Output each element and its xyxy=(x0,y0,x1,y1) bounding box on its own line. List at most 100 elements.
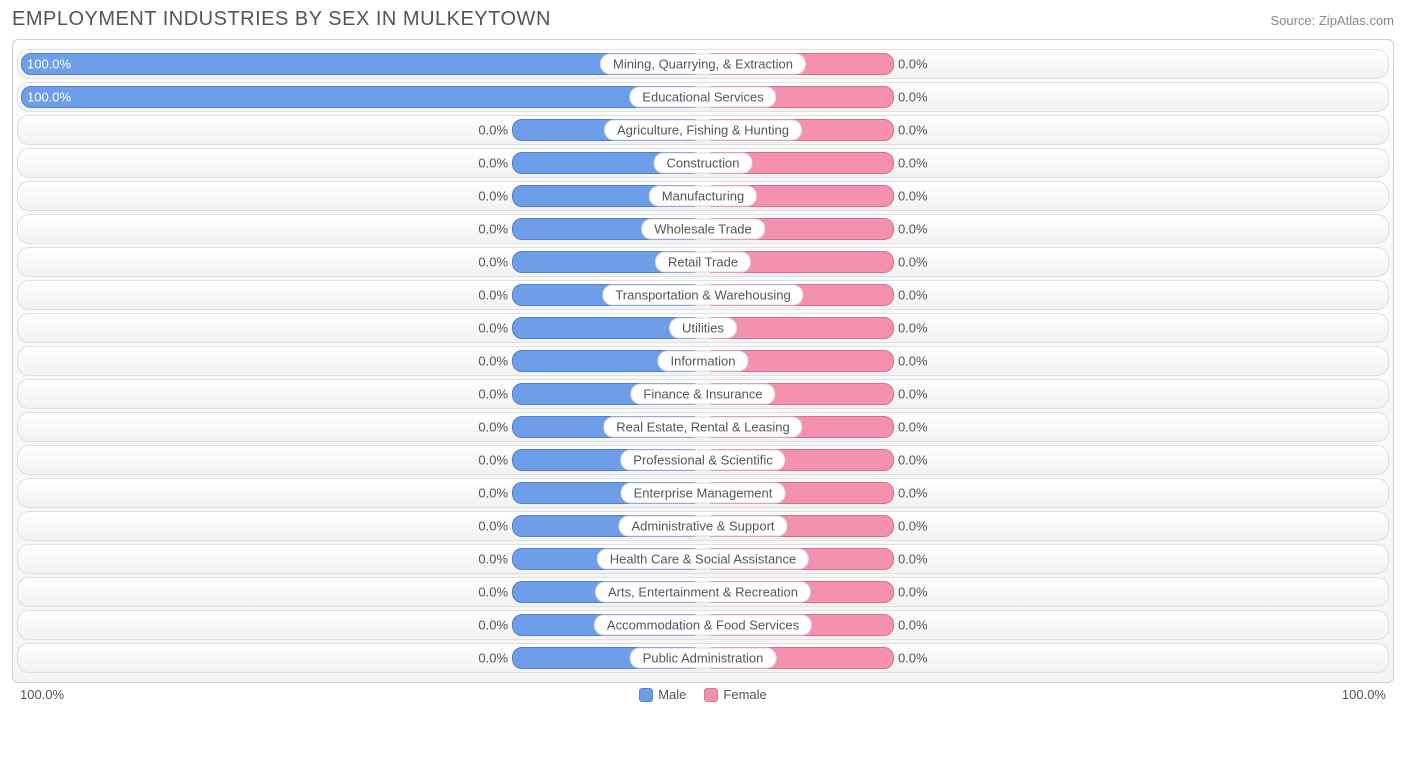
chart-row: Wholesale Trade0.0%0.0% xyxy=(17,214,1389,244)
male-pct: 0.0% xyxy=(478,354,508,369)
chart-row-inner: Educational Services 100.0% 0.0% xyxy=(21,86,1385,108)
axis-left-label: 100.0% xyxy=(20,687,64,702)
female-pct: 0.0% xyxy=(898,90,928,105)
female-pct: 0.0% xyxy=(898,585,928,600)
female-pct: 0.0% xyxy=(898,222,928,237)
female-pct: 0.0% xyxy=(898,189,928,204)
chart-row-inner: Administrative & Support 0.0% 0.0% xyxy=(21,515,1385,537)
female-pct: 0.0% xyxy=(898,354,928,369)
male-pct: 0.0% xyxy=(478,189,508,204)
row-label: Administrative & Support xyxy=(618,516,787,537)
chart-row: Health Care & Social Assistance0.0%0.0% xyxy=(17,544,1389,574)
chart-row: Transportation & Warehousing 0.0% 0.0% xyxy=(17,280,1389,310)
row-label: Enterprise Management xyxy=(621,483,786,504)
swatch-male xyxy=(639,688,653,702)
chart-row: Finance & Insurance0.0%0.0% xyxy=(17,379,1389,409)
chart-row-inner: Agriculture, Fishing & Hunting 0.0% 0.0% xyxy=(21,119,1385,141)
chart-row-inner: Real Estate, Rental & Leasing0.0%0.0% xyxy=(21,416,1385,438)
row-label: Wholesale Trade xyxy=(641,219,765,240)
chart-source: Source: ZipAtlas.com xyxy=(1270,13,1394,28)
row-label: Retail Trade xyxy=(655,252,751,273)
chart-row-inner: Retail Trade 0.0% 0.0% xyxy=(21,251,1385,273)
chart-header: EMPLOYMENT INDUSTRIES BY SEX IN MULKEYTO… xyxy=(12,8,1394,31)
legend: Male Female xyxy=(639,687,767,702)
legend-item-male: Male xyxy=(639,687,686,702)
chart-row-inner: Accommodation & Food Services0.0%0.0% xyxy=(21,614,1385,636)
male-pct: 100.0% xyxy=(27,90,71,105)
chart-row: Real Estate, Rental & Leasing0.0%0.0% xyxy=(17,412,1389,442)
chart-row: Agriculture, Fishing & Hunting 0.0% 0.0% xyxy=(17,115,1389,145)
male-pct: 0.0% xyxy=(478,420,508,435)
chart-row: Manufacturing 0.0% 0.0% xyxy=(17,181,1389,211)
row-label: Health Care & Social Assistance xyxy=(597,549,809,570)
female-pct: 0.0% xyxy=(898,288,928,303)
male-pct: 0.0% xyxy=(478,552,508,567)
chart-row: Utilities 0.0% 0.0% xyxy=(17,313,1389,343)
female-pct: 0.0% xyxy=(898,420,928,435)
chart-row-inner: Wholesale Trade0.0%0.0% xyxy=(21,218,1385,240)
male-pct: 0.0% xyxy=(478,387,508,402)
swatch-female xyxy=(704,688,718,702)
chart-row-inner: Construction0.0%0.0% xyxy=(21,152,1385,174)
chart-row-inner: Transportation & Warehousing 0.0% 0.0% xyxy=(21,284,1385,306)
male-pct: 0.0% xyxy=(478,519,508,534)
male-pct: 0.0% xyxy=(478,321,508,336)
row-label: Professional & Scientific xyxy=(620,450,785,471)
chart-row: Administrative & Support 0.0% 0.0% xyxy=(17,511,1389,541)
chart-row: Educational Services 100.0% 0.0% xyxy=(17,82,1389,112)
female-pct: 0.0% xyxy=(898,486,928,501)
row-label: Construction xyxy=(654,153,753,174)
axis-right-label: 100.0% xyxy=(1342,687,1386,702)
female-pct: 0.0% xyxy=(898,519,928,534)
chart-row: Mining, Quarrying, & Extraction 100.0% 0.0… xyxy=(17,49,1389,79)
male-pct: 0.0% xyxy=(478,585,508,600)
row-label: Transportation & Warehousing xyxy=(602,285,803,306)
male-pct: 0.0% xyxy=(478,486,508,501)
chart-row-inner: Health Care & Social Assistance0.0%0.0% xyxy=(21,548,1385,570)
female-pct: 0.0% xyxy=(898,453,928,468)
row-label: Arts, Entertainment & Recreation xyxy=(595,582,811,603)
male-pct: 0.0% xyxy=(478,123,508,138)
male-pct: 0.0% xyxy=(478,453,508,468)
female-pct: 0.0% xyxy=(898,57,928,72)
chart-row-inner: Manufacturing 0.0% 0.0% xyxy=(21,185,1385,207)
chart-row-inner: Information 0.0% 0.0% xyxy=(21,350,1385,372)
row-label: Mining, Quarrying, & Extraction xyxy=(600,54,806,75)
chart-row: Accommodation & Food Services0.0%0.0% xyxy=(17,610,1389,640)
chart-row-inner: Mining, Quarrying, & Extraction 100.0% 0.0… xyxy=(21,53,1385,75)
female-pct: 0.0% xyxy=(898,255,928,270)
chart-area: Mining, Quarrying, & Extraction 100.0% 0.0… xyxy=(12,39,1394,683)
chart-footer: 100.0% Male Female 100.0% xyxy=(12,683,1394,702)
chart-container: EMPLOYMENT INDUSTRIES BY SEX IN MULKEYTO… xyxy=(0,0,1406,706)
female-pct: 0.0% xyxy=(898,321,928,336)
row-label: Public Administration xyxy=(630,648,777,669)
chart-row: Arts, Entertainment & Recreation 0.0% 0.0% xyxy=(17,577,1389,607)
legend-label-male: Male xyxy=(658,687,686,702)
row-label: Information xyxy=(657,351,748,372)
male-pct: 0.0% xyxy=(478,255,508,270)
row-label: Manufacturing xyxy=(649,186,757,207)
chart-row-inner: Utilities 0.0% 0.0% xyxy=(21,317,1385,339)
row-label: Educational Services xyxy=(629,87,776,108)
row-label: Utilities xyxy=(669,318,737,339)
legend-label-female: Female xyxy=(723,687,766,702)
legend-item-female: Female xyxy=(704,687,766,702)
chart-row: Information 0.0% 0.0% xyxy=(17,346,1389,376)
chart-row-inner: Finance & Insurance0.0%0.0% xyxy=(21,383,1385,405)
female-pct: 0.0% xyxy=(898,123,928,138)
chart-row: Construction0.0%0.0% xyxy=(17,148,1389,178)
bar-male xyxy=(21,86,703,108)
chart-row-inner: Enterprise Management 0.0% 0.0% xyxy=(21,482,1385,504)
male-pct: 0.0% xyxy=(478,618,508,633)
chart-row: Retail Trade 0.0% 0.0% xyxy=(17,247,1389,277)
chart-row-inner: Arts, Entertainment & Recreation 0.0% 0.0% xyxy=(21,581,1385,603)
row-label: Agriculture, Fishing & Hunting xyxy=(604,120,802,141)
male-pct: 0.0% xyxy=(478,288,508,303)
chart-row: Enterprise Management 0.0% 0.0% xyxy=(17,478,1389,508)
male-pct: 0.0% xyxy=(478,651,508,666)
chart-row: Professional & Scientific 0.0% 0.0% xyxy=(17,445,1389,475)
row-label: Finance & Insurance xyxy=(630,384,775,405)
male-pct: 100.0% xyxy=(27,57,71,72)
chart-row: Public Administration0.0%0.0% xyxy=(17,643,1389,673)
male-pct: 0.0% xyxy=(478,156,508,171)
